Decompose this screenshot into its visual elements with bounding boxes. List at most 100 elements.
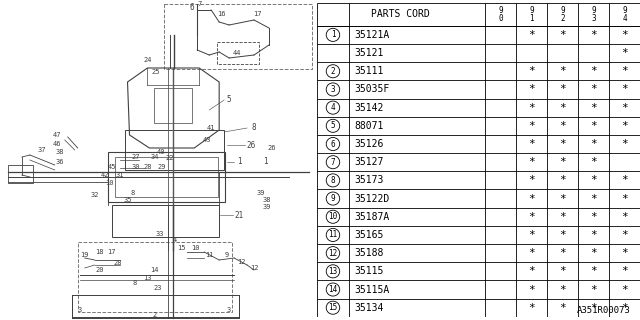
Bar bbox=[108, 152, 225, 202]
Text: 35165: 35165 bbox=[354, 230, 383, 240]
Text: 30: 30 bbox=[131, 164, 140, 170]
Text: *: * bbox=[528, 248, 535, 258]
Text: 11: 11 bbox=[205, 252, 214, 258]
Text: 35115: 35115 bbox=[354, 266, 383, 276]
Text: 4: 4 bbox=[172, 237, 177, 243]
Text: 11: 11 bbox=[328, 230, 337, 239]
Text: 8: 8 bbox=[132, 280, 136, 286]
Text: 26: 26 bbox=[246, 140, 255, 149]
Text: 32: 32 bbox=[90, 192, 99, 198]
Text: 15: 15 bbox=[177, 245, 186, 251]
Text: *: * bbox=[559, 139, 566, 149]
Text: 39: 39 bbox=[257, 190, 265, 196]
Text: *: * bbox=[528, 212, 535, 222]
Text: *: * bbox=[621, 266, 628, 276]
Text: 17: 17 bbox=[253, 11, 261, 17]
Text: 35126: 35126 bbox=[354, 139, 383, 149]
Text: *: * bbox=[590, 139, 597, 149]
Text: 44: 44 bbox=[233, 50, 241, 56]
Bar bbox=[111, 205, 219, 237]
Text: *: * bbox=[590, 30, 597, 40]
Text: *: * bbox=[590, 303, 597, 313]
Text: *: * bbox=[621, 84, 628, 94]
Text: *: * bbox=[528, 303, 535, 313]
Text: *: * bbox=[621, 303, 628, 313]
Text: 3: 3 bbox=[227, 307, 231, 313]
Text: *: * bbox=[559, 303, 566, 313]
Text: 3: 3 bbox=[331, 85, 335, 94]
Text: *: * bbox=[621, 248, 628, 258]
Text: 36: 36 bbox=[56, 159, 64, 165]
Text: 2: 2 bbox=[152, 312, 157, 318]
Text: 25: 25 bbox=[151, 69, 159, 75]
Text: A351R00073: A351R00073 bbox=[577, 306, 630, 315]
Bar bbox=[115, 157, 218, 197]
Text: *: * bbox=[590, 266, 597, 276]
Text: *: * bbox=[528, 266, 535, 276]
Text: 35187A: 35187A bbox=[354, 212, 389, 222]
Text: 35035F: 35035F bbox=[354, 84, 389, 94]
Text: *: * bbox=[559, 230, 566, 240]
Text: 1: 1 bbox=[262, 157, 268, 166]
Text: 5: 5 bbox=[227, 95, 232, 105]
Text: 13: 13 bbox=[328, 267, 337, 276]
Bar bbox=[8, 165, 33, 183]
Text: 12: 12 bbox=[237, 259, 245, 265]
Text: *: * bbox=[621, 121, 628, 131]
Text: *: * bbox=[559, 266, 566, 276]
Text: 35142: 35142 bbox=[354, 103, 383, 113]
Text: 6: 6 bbox=[331, 140, 335, 148]
Text: 14: 14 bbox=[328, 285, 337, 294]
Text: 18: 18 bbox=[95, 249, 104, 255]
Text: 35: 35 bbox=[124, 197, 132, 203]
Text: 40: 40 bbox=[157, 149, 166, 155]
Text: 12: 12 bbox=[250, 265, 259, 271]
Text: 4: 4 bbox=[331, 103, 335, 112]
Text: *: * bbox=[559, 30, 566, 40]
Text: 1: 1 bbox=[331, 30, 335, 39]
Text: 19: 19 bbox=[81, 252, 89, 258]
Text: *: * bbox=[559, 284, 566, 294]
Text: 9: 9 bbox=[225, 252, 229, 258]
Text: 15: 15 bbox=[328, 303, 337, 312]
Text: *: * bbox=[559, 121, 566, 131]
Text: *: * bbox=[590, 66, 597, 76]
Text: 35115A: 35115A bbox=[354, 284, 389, 294]
Text: 35188: 35188 bbox=[354, 248, 383, 258]
Text: 22: 22 bbox=[165, 155, 173, 161]
Text: *: * bbox=[559, 194, 566, 204]
Text: *: * bbox=[559, 84, 566, 94]
Text: 38: 38 bbox=[56, 149, 64, 155]
Text: *: * bbox=[528, 30, 535, 40]
Text: 35121A: 35121A bbox=[354, 30, 389, 40]
Text: *: * bbox=[528, 157, 535, 167]
Text: *: * bbox=[590, 103, 597, 113]
Text: 31: 31 bbox=[115, 172, 124, 178]
Text: 3: 3 bbox=[77, 307, 82, 313]
Text: 35121: 35121 bbox=[354, 48, 383, 58]
Text: *: * bbox=[621, 103, 628, 113]
Text: *: * bbox=[528, 84, 535, 94]
Bar bbox=[217, 42, 259, 64]
Text: *: * bbox=[559, 248, 566, 258]
Text: 7: 7 bbox=[331, 158, 335, 167]
Text: *: * bbox=[559, 175, 566, 185]
Text: 8: 8 bbox=[131, 190, 134, 196]
Text: 9
4: 9 4 bbox=[622, 6, 627, 23]
Text: *: * bbox=[528, 103, 535, 113]
Text: 35134: 35134 bbox=[354, 303, 383, 313]
Text: 21: 21 bbox=[234, 211, 244, 220]
Text: *: * bbox=[528, 66, 535, 76]
Text: *: * bbox=[621, 48, 628, 58]
Text: *: * bbox=[590, 175, 597, 185]
Bar bbox=[154, 88, 192, 123]
Text: *: * bbox=[590, 121, 597, 131]
Text: *: * bbox=[590, 157, 597, 167]
Text: *: * bbox=[559, 157, 566, 167]
Text: 9
3: 9 3 bbox=[591, 6, 596, 23]
Text: *: * bbox=[528, 230, 535, 240]
Text: PARTS CORD: PARTS CORD bbox=[371, 10, 430, 20]
Text: 9
2: 9 2 bbox=[560, 6, 564, 23]
Text: 23: 23 bbox=[153, 285, 162, 291]
Text: *: * bbox=[528, 175, 535, 185]
